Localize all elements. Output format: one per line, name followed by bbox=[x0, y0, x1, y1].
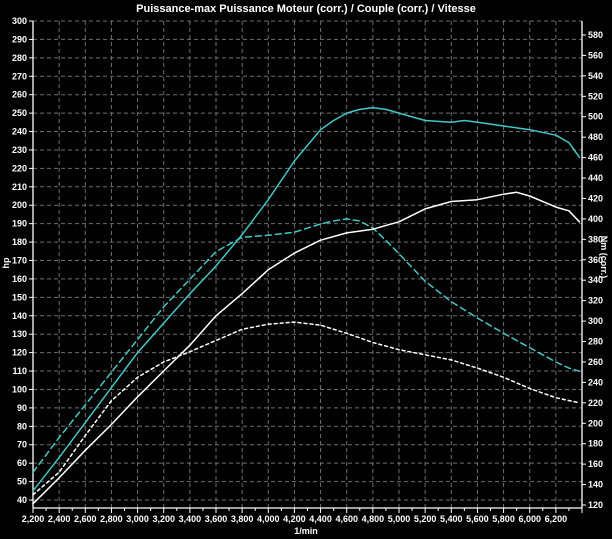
tick-label-left: 140 bbox=[12, 311, 27, 321]
tick-label-left: 100 bbox=[12, 384, 27, 394]
tick-label-left: 290 bbox=[12, 34, 27, 44]
tick-label-left: 120 bbox=[12, 348, 27, 358]
tick-label-bottom: 6,200 bbox=[545, 514, 568, 524]
tick-label-left: 210 bbox=[12, 182, 27, 192]
tick-label-right: 240 bbox=[588, 377, 603, 387]
tick-label-bottom: 4,600 bbox=[335, 514, 358, 524]
tick-label-bottom: 4,200 bbox=[283, 514, 306, 524]
tick-label-left: 90 bbox=[17, 403, 27, 413]
tick-label-left: 230 bbox=[12, 145, 27, 155]
tick-label-left: 260 bbox=[12, 90, 27, 100]
tick-label-left: 80 bbox=[17, 421, 27, 431]
x-axis-label: 1/min bbox=[294, 526, 318, 536]
tick-label-bottom: 2,800 bbox=[100, 514, 123, 524]
tick-label-bottom: 2,400 bbox=[48, 514, 71, 524]
y-axis-left-label: hp bbox=[1, 257, 11, 269]
tick-label-bottom: 5,800 bbox=[492, 514, 515, 524]
tick-label-bottom: 2,200 bbox=[22, 514, 45, 524]
y-axis-right-label: Nm (corr.) bbox=[599, 235, 609, 279]
tick-label-bottom: 3,400 bbox=[179, 514, 202, 524]
tick-label-right: 140 bbox=[588, 480, 603, 490]
tick-label-left: 160 bbox=[12, 274, 27, 284]
tick-label-left: 220 bbox=[12, 163, 27, 173]
series-puissance-corrigee-run-stock bbox=[32, 191, 581, 505]
tick-label-right: 300 bbox=[588, 316, 603, 326]
tick-label-left: 40 bbox=[17, 495, 27, 505]
tick-label-left: 180 bbox=[12, 237, 27, 247]
tick-label-left: 300 bbox=[12, 16, 27, 26]
tick-label-left: 190 bbox=[12, 219, 27, 229]
tick-label-left: 150 bbox=[12, 292, 27, 302]
tick-label-bottom: 2,600 bbox=[74, 514, 97, 524]
tick-label-left: 60 bbox=[17, 458, 27, 468]
tick-label-left: 130 bbox=[12, 329, 27, 339]
tick-label-right: 440 bbox=[588, 173, 603, 183]
tick-label-bottom: 4,800 bbox=[362, 514, 385, 524]
tick-label-right: 200 bbox=[588, 418, 603, 428]
series-puissance-corrigee-run-tuned bbox=[32, 106, 581, 492]
tick-label-bottom: 3,200 bbox=[152, 514, 175, 524]
tick-label-bottom: 5,200 bbox=[414, 514, 437, 524]
tick-label-right: 320 bbox=[588, 296, 603, 306]
tick-label-right: 340 bbox=[588, 275, 603, 285]
tick-label-right: 280 bbox=[588, 337, 603, 347]
tick-label-left: 50 bbox=[17, 477, 27, 487]
tick-label-bottom: 4,000 bbox=[257, 514, 280, 524]
tick-label-left: 70 bbox=[17, 440, 27, 450]
tick-label-bottom: 5,400 bbox=[440, 514, 463, 524]
tick-label-bottom: 5,000 bbox=[388, 514, 411, 524]
tick-label-left: 280 bbox=[12, 53, 27, 63]
tick-label-right: 460 bbox=[588, 153, 603, 163]
tick-label-right: 380 bbox=[588, 234, 603, 244]
tick-label-right: 220 bbox=[588, 398, 603, 408]
tick-label-left: 240 bbox=[12, 127, 27, 137]
tick-label-left: 250 bbox=[12, 108, 27, 118]
tick-label-bottom: 5,600 bbox=[466, 514, 489, 524]
tick-label-right: 560 bbox=[588, 50, 603, 60]
tick-label-right: 400 bbox=[588, 214, 603, 224]
chart-title: Puissance-max Puissance Moteur (corr.) /… bbox=[136, 3, 476, 15]
tick-label-right: 500 bbox=[588, 112, 603, 122]
series-couple-corrige-run-stock bbox=[32, 321, 581, 496]
tick-label-right: 160 bbox=[588, 459, 603, 469]
tick-label-right: 540 bbox=[588, 71, 603, 81]
tick-label-left: 200 bbox=[12, 200, 27, 210]
tick-label-left: 170 bbox=[12, 256, 27, 266]
tick-label-bottom: 4,400 bbox=[309, 514, 332, 524]
tick-label-right: 480 bbox=[588, 132, 603, 142]
tick-label-bottom: 3,600 bbox=[205, 514, 228, 524]
tick-label-bottom: 3,000 bbox=[126, 514, 149, 524]
tick-label-left: 110 bbox=[12, 366, 27, 376]
series-couple-corrige-run-tuned bbox=[32, 218, 581, 474]
tick-label-bottom: 3,800 bbox=[231, 514, 254, 524]
tick-label-right: 420 bbox=[588, 193, 603, 203]
tick-label-right: 260 bbox=[588, 357, 603, 367]
tick-label-right: 520 bbox=[588, 91, 603, 101]
tick-label-right: 580 bbox=[588, 30, 603, 40]
tick-label-left: 270 bbox=[12, 71, 27, 81]
tick-label-right: 120 bbox=[588, 500, 603, 510]
tick-label-right: 180 bbox=[588, 439, 603, 449]
tick-label-right: 360 bbox=[588, 255, 603, 265]
tick-label-bottom: 6,000 bbox=[518, 514, 541, 524]
